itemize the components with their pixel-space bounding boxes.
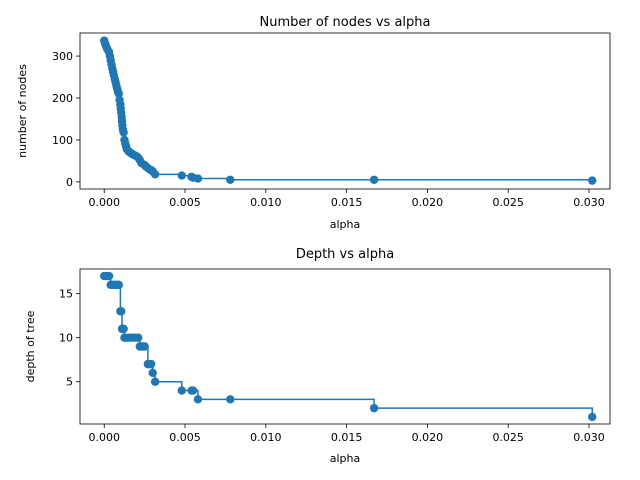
data-point — [193, 395, 203, 404]
y-tick-label: 200 — [52, 92, 73, 105]
data-point — [146, 359, 156, 369]
y-tick-label: 10 — [59, 332, 73, 345]
data-point — [114, 89, 123, 99]
y-tick-label: 100 — [52, 134, 73, 147]
data-point — [188, 386, 198, 395]
data-point — [119, 128, 128, 137]
x-tick-label: 0.000 — [88, 196, 120, 209]
panel-depth-vs-alpha: Depth vs alpha alpha depth of tree 0.000 0.0… — [24, 247, 611, 465]
axes-frame — [79, 32, 611, 190]
data-point — [226, 395, 235, 404]
x-tick-label: 0.010 — [250, 196, 282, 209]
chart-title: Number of nodes vs alpha — [260, 15, 431, 30]
x-axis-label: alpha — [330, 452, 361, 465]
data-point — [114, 280, 123, 290]
data-point — [104, 271, 114, 281]
x-tick-label: 0.005 — [169, 431, 201, 444]
y-tick-label: 300 — [52, 50, 73, 63]
data-point — [148, 368, 157, 378]
axes-frame — [79, 268, 611, 425]
x-tick-label: 0.020 — [412, 431, 444, 444]
data-point — [588, 176, 597, 185]
y-tick-label: 5 — [66, 376, 73, 389]
x-tick-label: 0.030 — [573, 431, 605, 444]
y-axis-label: number of nodes — [16, 64, 29, 158]
panel-nodes-vs-alpha: Number of nodes vs alpha alpha number of n… — [16, 15, 611, 231]
data-point — [177, 386, 186, 395]
chart-title: Depth vs alpha — [296, 247, 394, 262]
x-tick-label: 0.030 — [573, 196, 605, 209]
x-tick-label: 0.010 — [250, 431, 282, 444]
series-step-line — [104, 39, 593, 181]
series-step-line — [104, 275, 593, 417]
y-tick-label: 0 — [66, 176, 73, 189]
x-tick-label: 0.005 — [169, 196, 201, 209]
data-point — [193, 174, 203, 183]
y-axis-label: depth of tree — [24, 310, 37, 382]
x-tick-label: 0.000 — [88, 431, 120, 444]
data-point — [150, 377, 160, 386]
data-point — [150, 170, 160, 179]
data-point — [133, 333, 143, 342]
y-tick-label: 15 — [59, 288, 73, 301]
data-point — [177, 171, 186, 180]
x-tick-label: 0.015 — [331, 196, 363, 209]
data-point — [140, 342, 149, 351]
data-point — [369, 175, 379, 184]
x-tick-label: 0.015 — [331, 431, 363, 444]
data-point — [119, 324, 128, 334]
x-tick-label: 0.020 — [412, 196, 444, 209]
data-point — [588, 412, 597, 422]
data-point — [369, 403, 379, 413]
x-tick-label: 0.025 — [492, 431, 524, 444]
data-point — [117, 307, 126, 316]
x-axis-label: alpha — [330, 218, 361, 231]
x-tick-label: 0.025 — [492, 196, 524, 209]
data-point — [226, 175, 235, 184]
